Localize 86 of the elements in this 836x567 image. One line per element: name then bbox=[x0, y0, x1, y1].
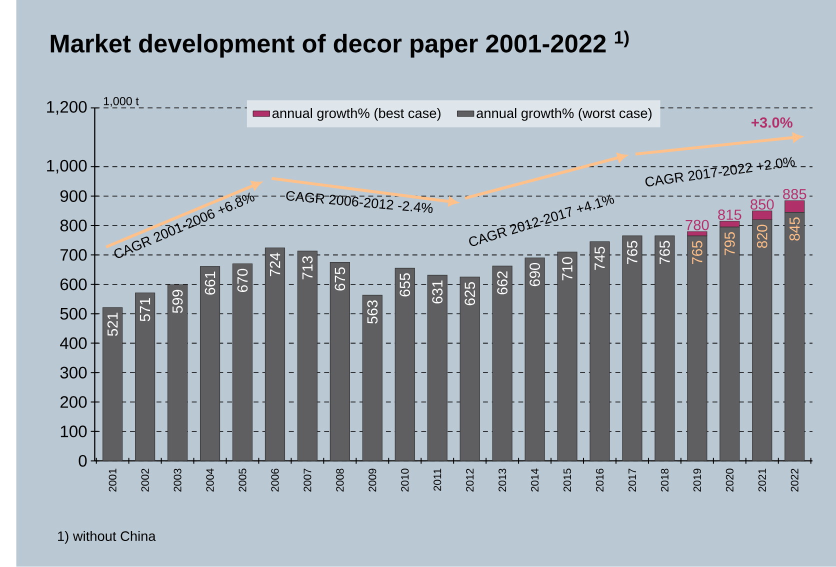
bar bbox=[232, 264, 253, 462]
annotation: +3.0% bbox=[752, 117, 792, 128]
y-tick-label: 400 bbox=[60, 337, 87, 350]
x-tick-label: 2002 bbox=[141, 468, 149, 492]
bar bbox=[557, 252, 578, 462]
data-label: 713 bbox=[302, 256, 313, 280]
x-tick-label: 2001 bbox=[108, 468, 116, 492]
x-tick-label: 2008 bbox=[336, 468, 344, 492]
annotation: 780 bbox=[686, 220, 709, 230]
bar bbox=[524, 258, 545, 462]
bar bbox=[590, 242, 610, 462]
annotation: 885 bbox=[783, 189, 806, 200]
bar bbox=[297, 250, 318, 462]
bar bbox=[200, 266, 220, 462]
x-tick-label: 2004 bbox=[206, 468, 214, 492]
bar bbox=[135, 292, 156, 462]
data-label: 563 bbox=[367, 300, 378, 324]
y-tick-label: 900 bbox=[60, 190, 87, 202]
y-tick-label: 200 bbox=[60, 396, 87, 408]
legend-label: annual growth% (best case) bbox=[272, 108, 440, 121]
annotation: CAGR 2017-2022 +2.0% bbox=[645, 156, 795, 186]
x-tick-label: 2006 bbox=[271, 468, 279, 492]
x-tick-label: 2005 bbox=[238, 468, 246, 492]
x-tick-label: 2022 bbox=[790, 468, 798, 492]
chart-title: Market development of decor paper 2001-2022 $^{1)}$ bbox=[50, 30, 629, 58]
data-label: 670 bbox=[237, 268, 248, 292]
data-label: 675 bbox=[334, 268, 346, 291]
text: 1) without China bbox=[58, 531, 156, 544]
data-label: 710 bbox=[562, 257, 572, 280]
x-tick-label: 2019 bbox=[693, 468, 701, 492]
y-tick-label: 0 bbox=[78, 455, 87, 467]
bar bbox=[622, 236, 642, 462]
y-axis-title: 1,000 t bbox=[104, 97, 139, 107]
bar bbox=[168, 284, 188, 462]
data-label: 845 bbox=[789, 218, 800, 241]
bar bbox=[394, 268, 415, 462]
data-label: 631 bbox=[432, 280, 443, 304]
data-label: 599 bbox=[172, 290, 183, 314]
bar bbox=[330, 262, 350, 462]
x-tick-label: 2011 bbox=[434, 468, 442, 491]
data-label: 765 bbox=[692, 241, 702, 264]
x-tick-label: 2003 bbox=[174, 468, 182, 492]
data-label: 765 bbox=[660, 241, 670, 264]
y-tick-label: 800 bbox=[60, 220, 87, 232]
x-tick-label: 2015 bbox=[563, 468, 572, 492]
x-tick-label: 2016 bbox=[596, 468, 604, 492]
data-label: 745 bbox=[594, 246, 605, 270]
annotation: CAGR 2006-2012 -2.4% bbox=[286, 191, 433, 214]
x-tick-label: 2021 bbox=[758, 468, 766, 492]
data-label: 690 bbox=[530, 263, 540, 286]
y-tick-label: 100 bbox=[60, 426, 87, 438]
y-tick-label: 300 bbox=[60, 366, 87, 379]
data-label: 655 bbox=[400, 273, 410, 296]
data-label: 820 bbox=[756, 224, 768, 248]
data-label: 521 bbox=[107, 312, 118, 336]
bar bbox=[654, 236, 675, 462]
y-tick-label: 600 bbox=[60, 278, 87, 290]
x-tick-label: 2013 bbox=[498, 468, 506, 492]
bar bbox=[492, 266, 512, 462]
data-label: 571 bbox=[140, 298, 150, 322]
x-tick-label: 2007 bbox=[304, 468, 312, 492]
y-tick-label: 1,200 bbox=[47, 101, 87, 115]
x-tick-label: 2018 bbox=[660, 468, 669, 492]
data-label: 765 bbox=[627, 241, 638, 264]
annotation: 815 bbox=[718, 210, 742, 220]
y-tick-label: 700 bbox=[60, 249, 87, 261]
data-label: 795 bbox=[724, 232, 735, 256]
data-label: 661 bbox=[204, 272, 216, 295]
legend-label: annual growth% (worst case) bbox=[476, 108, 652, 121]
bar bbox=[264, 248, 286, 462]
x-tick-label: 2020 bbox=[726, 468, 734, 492]
bar bbox=[460, 276, 480, 462]
bar bbox=[362, 295, 382, 462]
y-tick-label: 1,000 bbox=[47, 160, 87, 174]
annotation: 850 bbox=[750, 199, 774, 210]
x-tick-label: 2014 bbox=[531, 468, 539, 492]
x-tick-label: 2010 bbox=[401, 468, 409, 492]
data-label: 724 bbox=[270, 252, 280, 276]
bar bbox=[427, 275, 448, 462]
y-tick-label: 500 bbox=[60, 308, 87, 320]
data-label: 662 bbox=[497, 271, 508, 294]
bar bbox=[102, 307, 123, 462]
x-tick-label: 2012 bbox=[466, 468, 474, 492]
x-tick-label: 2017 bbox=[628, 468, 636, 492]
x-tick-label: 2009 bbox=[368, 468, 376, 492]
data-label: 625 bbox=[464, 282, 476, 306]
